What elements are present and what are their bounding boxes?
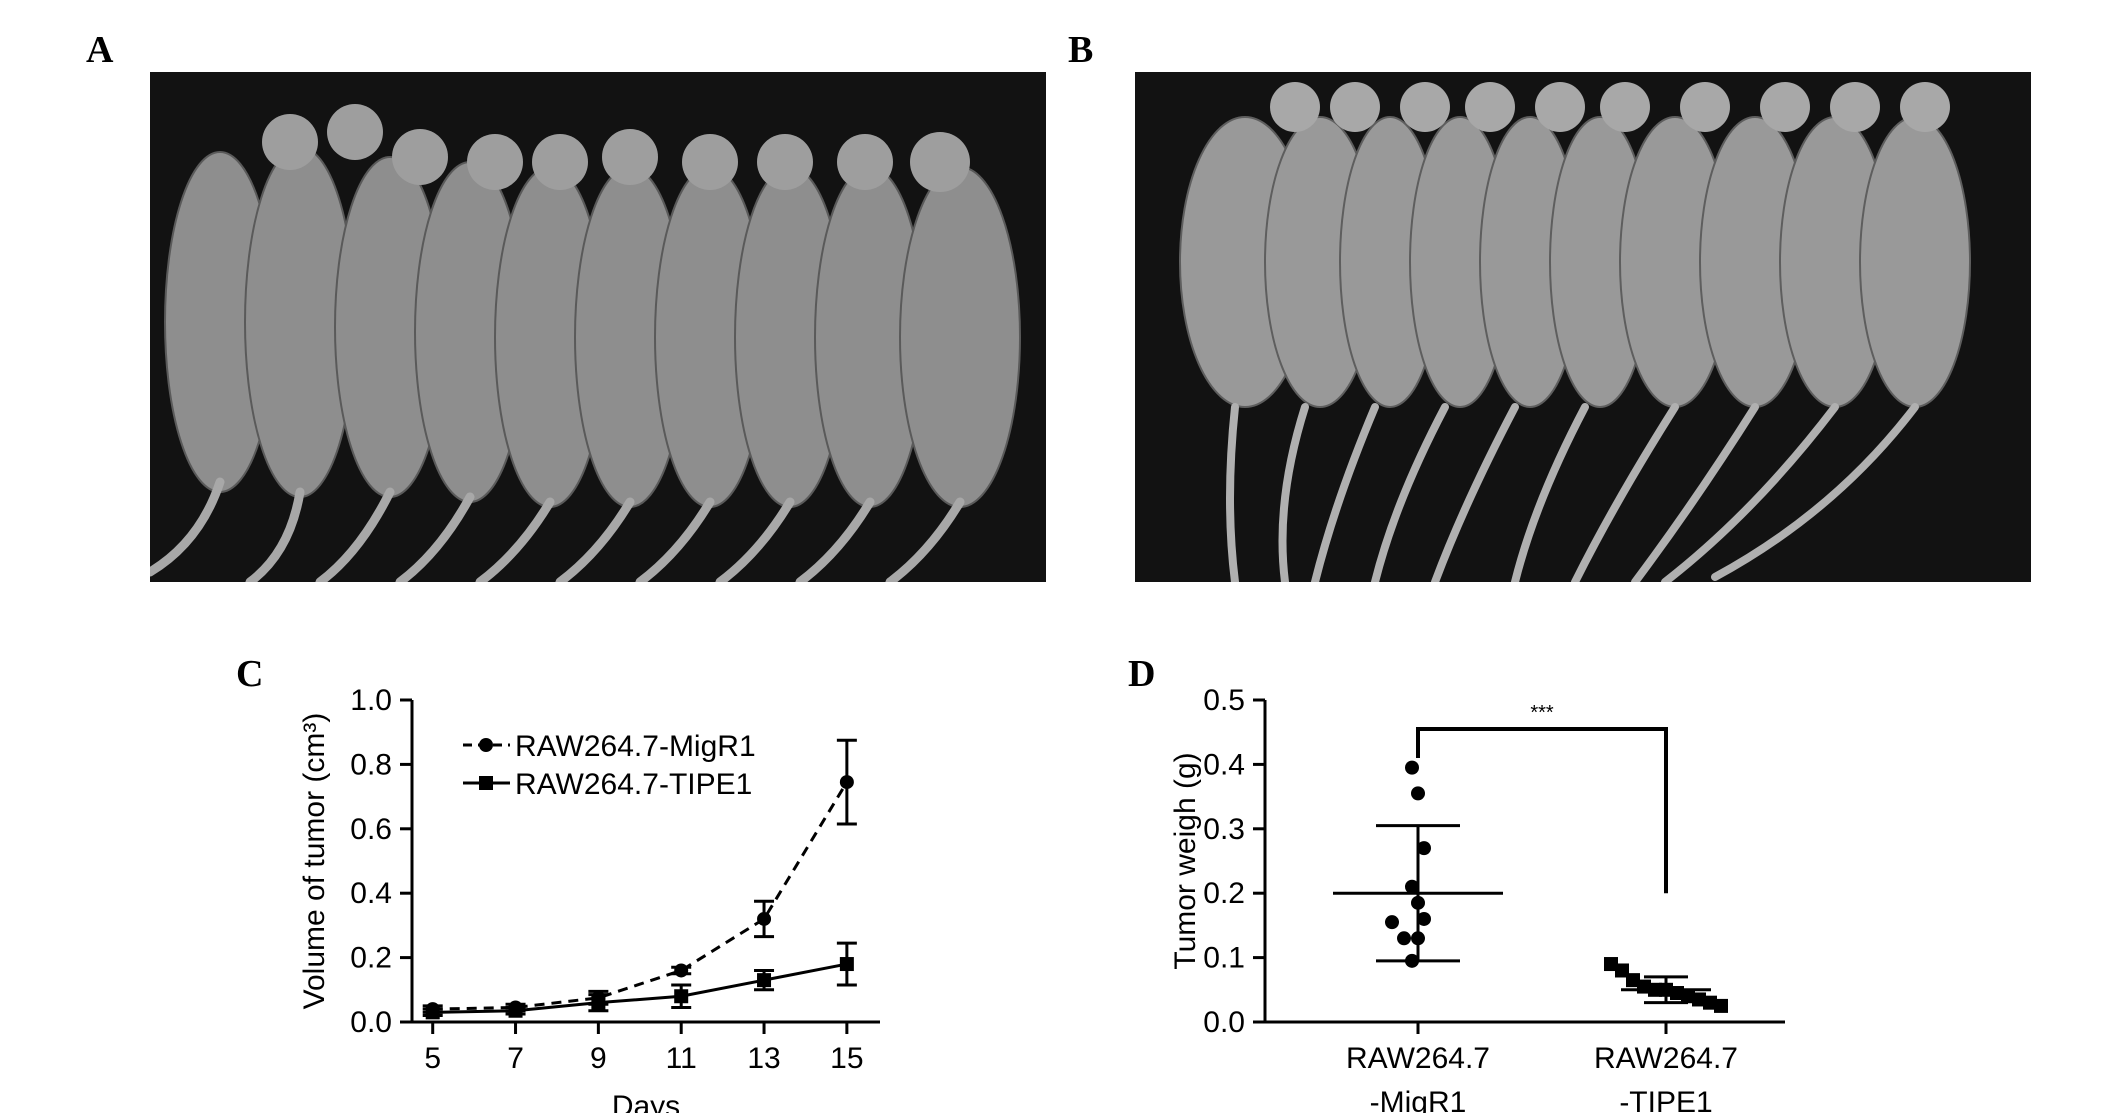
chart-c-x-tick-label: 11 xyxy=(666,1042,697,1075)
chart-d-point-1 xyxy=(1692,992,1706,1007)
chart-c-y-tick-label: 0.2 xyxy=(350,942,392,975)
chart-c-series-line-0 xyxy=(432,781,849,1011)
chart-d-point-1 xyxy=(1648,982,1662,997)
chart-d-point-1 xyxy=(1703,995,1717,1010)
chart-c-point-1 xyxy=(757,973,772,988)
chart-c-point-1 xyxy=(839,957,854,972)
chart-c-y-tick-label: 0.6 xyxy=(350,813,392,846)
chart-c-legend-label-1: RAW264.7-TIPE1 xyxy=(515,768,752,801)
chart-c-legend-marker-1 xyxy=(479,776,493,790)
chart-d-point-0 xyxy=(1411,931,1425,946)
chart-d-y-axis-label: Tumor weigh (g) xyxy=(1169,752,1202,969)
chart-c-point-0 xyxy=(757,911,772,926)
panel-label-c: C xyxy=(236,653,264,695)
chart-d-point-0 xyxy=(1405,953,1419,968)
chart-c-x-tick-label: 15 xyxy=(830,1042,863,1075)
chart-d-point-1 xyxy=(1714,998,1728,1013)
chart-c-y-tick-label: 0.0 xyxy=(350,1006,392,1039)
chart-d-point-1 xyxy=(1681,989,1695,1004)
chart-d-significance-bracket xyxy=(1416,726,1668,894)
chart-c-y-tick-label: 0.4 xyxy=(350,877,392,910)
chart-c-x-axis-label: Days xyxy=(612,1090,680,1113)
chart-c-point-1 xyxy=(674,989,689,1004)
chart-c-x-tick-label: 13 xyxy=(747,1042,780,1075)
chart-d-point-1 xyxy=(1637,979,1651,994)
chart-c-point-1 xyxy=(508,1003,523,1018)
chart-d-point-0 xyxy=(1417,841,1431,856)
chart-d-y-tick-label: 0.5 xyxy=(1203,684,1245,717)
chart-c-y-tick-label: 1.0 xyxy=(350,684,392,717)
chart-c-point-0 xyxy=(839,775,854,790)
chart-c-y-tick-label: 0.8 xyxy=(350,748,392,781)
chart-c-x-tick-label: 5 xyxy=(424,1042,441,1075)
chart-d-point-0 xyxy=(1397,931,1411,946)
chart-d-point-1 xyxy=(1604,957,1618,972)
chart-c-y-axis-label: Volume of tumor (cm³) xyxy=(298,713,331,1010)
chart-d-y-tick-label: 0.4 xyxy=(1203,748,1245,781)
chart-d-point-0 xyxy=(1405,879,1419,894)
chart-d-point-0 xyxy=(1385,915,1399,930)
chart-c-legend-label-0: RAW264.7-MigR1 xyxy=(515,730,756,763)
chart-c-point-1 xyxy=(591,995,606,1010)
mice-photo-a xyxy=(150,72,1046,582)
chart-d-point-1 xyxy=(1659,982,1673,997)
chart-d-category-label: -TIPE1 xyxy=(1619,1086,1712,1113)
panel-label-a: A xyxy=(86,29,114,71)
chart-d-point-1 xyxy=(1615,963,1629,978)
chart-d-point-0 xyxy=(1405,760,1419,775)
panel-label-b: B xyxy=(1068,29,1094,71)
panel-label-d: D xyxy=(1128,653,1156,695)
mice-illustration-a xyxy=(150,72,1046,582)
chart-d-y-tick-label: 0.1 xyxy=(1203,942,1245,975)
chart-d-category-label: -MigR1 xyxy=(1370,1086,1467,1113)
chart-c-legend-marker-0 xyxy=(479,738,493,752)
chart-c-series-line-1 xyxy=(432,962,848,1014)
chart-d-point-1 xyxy=(1626,973,1640,988)
chart-d-y-tick-label: 0.2 xyxy=(1203,877,1245,910)
chart-c-point-0 xyxy=(674,963,689,978)
chart-d-point-1 xyxy=(1670,986,1684,1001)
chart-d-significance-label: *** xyxy=(1530,702,1554,724)
chart-d-point-0 xyxy=(1411,786,1425,801)
chart-c-point-1 xyxy=(425,1005,440,1020)
chart-c-x-tick-label: 9 xyxy=(590,1042,607,1075)
mice-photo-b xyxy=(1135,72,2031,582)
chart-d-point-0 xyxy=(1411,895,1425,910)
chart-d-point-0 xyxy=(1417,911,1431,926)
chart-d-category-label: RAW264.7 xyxy=(1346,1042,1490,1075)
chart-d-y-tick-label: 0.0 xyxy=(1203,1006,1245,1039)
chart-d-category-label: RAW264.7 xyxy=(1594,1042,1738,1075)
mice-illustration-b xyxy=(1135,72,2031,582)
chart-d-y-tick-label: 0.3 xyxy=(1203,813,1245,846)
chart-c-x-tick-label: 7 xyxy=(507,1042,524,1075)
